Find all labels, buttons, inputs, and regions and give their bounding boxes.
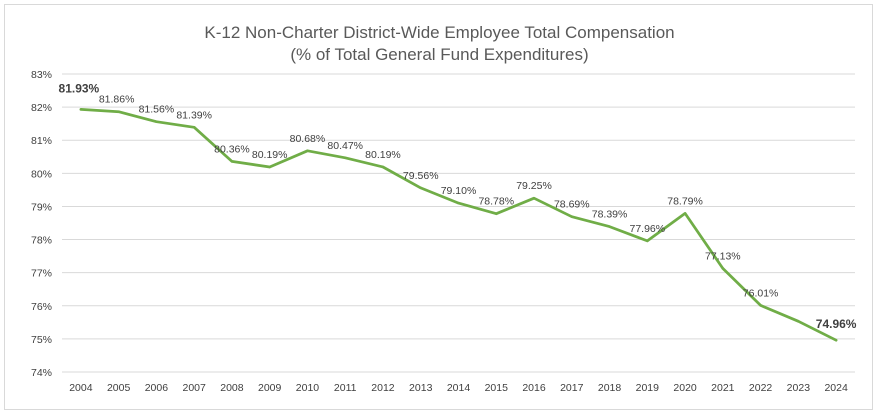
- y-tick-label: 75%: [31, 334, 52, 346]
- data-point: [457, 201, 460, 205]
- data-label: 79.25%: [516, 180, 552, 192]
- x-tick-label: 2010: [296, 382, 320, 394]
- y-tick-label: 80%: [31, 168, 52, 180]
- x-tick-label: 2020: [673, 382, 697, 394]
- x-tick-label: 2006: [145, 382, 169, 394]
- chart-frame: [4, 4, 873, 410]
- data-label: 74.96%: [816, 317, 857, 331]
- data-point: [683, 212, 687, 215]
- data-label: 78.79%: [667, 195, 703, 207]
- data-label: 78.69%: [554, 199, 590, 211]
- data-label: 80.19%: [252, 149, 288, 161]
- y-tick-label: 82%: [31, 102, 52, 114]
- data-label: 81.56%: [139, 104, 175, 116]
- data-label: 79.10%: [441, 185, 477, 197]
- x-tick-label: 2004: [69, 382, 93, 394]
- x-tick-label: 2009: [258, 382, 282, 394]
- x-tick-label: 2011: [334, 382, 357, 394]
- data-label: 81.93%: [59, 81, 100, 95]
- data-label: 80.68%: [290, 133, 326, 145]
- x-tick-label: 2005: [107, 382, 131, 394]
- y-tick-label: 76%: [31, 301, 52, 313]
- x-tick-label: 2014: [447, 382, 471, 394]
- y-tick-label: 78%: [31, 235, 52, 247]
- chart-title: K-12 Non-Charter District-Wide Employee …: [204, 23, 675, 42]
- data-point: [759, 304, 762, 307]
- data-point: [381, 165, 385, 169]
- x-tick-label: 2017: [560, 382, 584, 394]
- x-tick-label: 2013: [409, 382, 433, 394]
- data-point: [570, 215, 573, 218]
- data-label: 80.36%: [214, 143, 250, 155]
- x-tick-label: 2008: [220, 382, 244, 394]
- data-label: 80.19%: [365, 149, 401, 161]
- data-point: [419, 186, 422, 190]
- data-point: [117, 110, 120, 113]
- data-label: 78.39%: [592, 209, 628, 221]
- data-point: [608, 225, 611, 228]
- x-tick-label: 2021: [711, 382, 735, 394]
- data-point: [646, 239, 649, 243]
- x-tick-label: 2022: [749, 382, 773, 394]
- y-tick-label: 77%: [31, 268, 52, 280]
- data-label: 77.96%: [629, 223, 665, 235]
- x-tick-label: 2018: [598, 382, 622, 394]
- data-label: 77.13%: [705, 250, 741, 262]
- y-tick-label: 79%: [31, 201, 52, 213]
- x-tick-label: 2012: [371, 382, 395, 394]
- data-label: 78.78%: [478, 196, 514, 208]
- chart-subtitle: (% of Total General Fund Expenditures): [290, 45, 589, 64]
- data-label: 80.47%: [327, 140, 363, 152]
- data-label: 76.01%: [743, 287, 779, 299]
- data-point: [495, 212, 498, 215]
- data-label: 81.86%: [99, 94, 135, 106]
- x-tick-label: 2023: [787, 382, 811, 394]
- data-point: [192, 126, 196, 129]
- data-point: [230, 160, 234, 163]
- data-point: [79, 108, 83, 111]
- x-tick-label: 2015: [485, 382, 509, 394]
- data-point: [344, 156, 347, 159]
- data-label: 81.39%: [176, 109, 212, 121]
- data-point: [834, 339, 838, 342]
- y-tick-label: 83%: [31, 69, 52, 81]
- x-tick-label: 2007: [182, 382, 206, 394]
- data-label: 79.56%: [403, 170, 439, 182]
- x-tick-label: 2016: [522, 382, 546, 394]
- y-tick-label: 74%: [31, 367, 52, 379]
- chart-title-block: K-12 Non-Charter District-Wide Employee …: [0, 22, 879, 66]
- y-tick-label: 81%: [31, 135, 52, 147]
- data-point: [155, 120, 158, 123]
- x-tick-label: 2024: [824, 382, 848, 394]
- data-point: [532, 196, 536, 200]
- data-point: [306, 149, 309, 153]
- x-tick-label: 2019: [636, 382, 660, 394]
- data-point: [268, 165, 271, 169]
- data-point: [721, 267, 725, 270]
- data-point: [797, 320, 800, 323]
